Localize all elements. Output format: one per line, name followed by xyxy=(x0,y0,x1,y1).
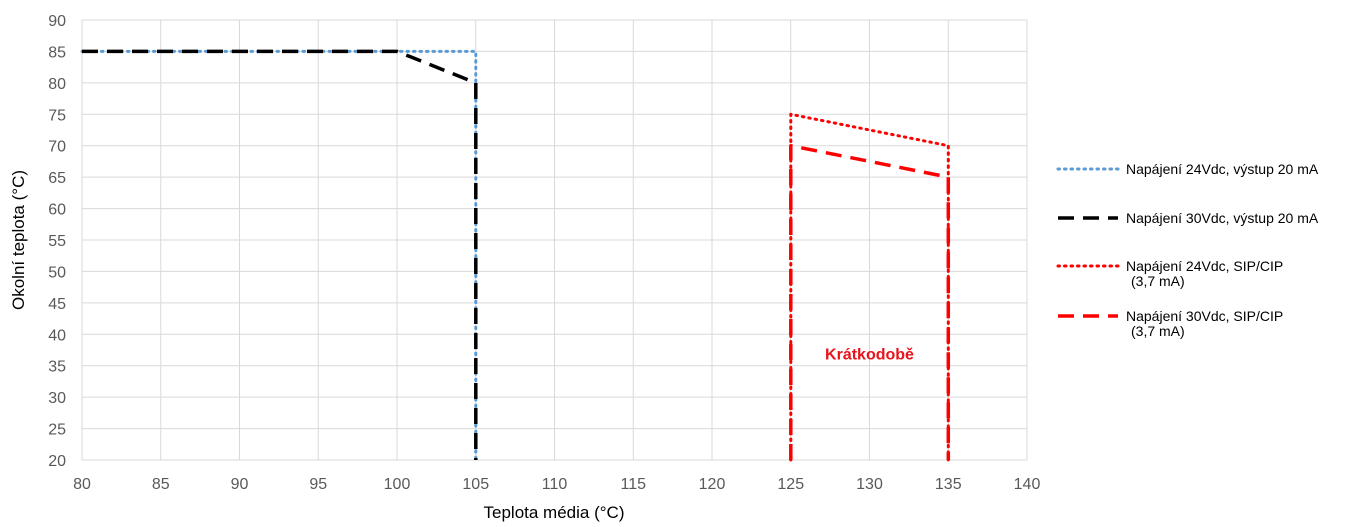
series-line-4 xyxy=(789,143,951,460)
y-tick-label: 85 xyxy=(48,44,66,61)
x-tick-label: 100 xyxy=(384,476,411,493)
legend-label: Napájení 24Vdc, SIP/CIP (3,7 mA) xyxy=(1126,258,1283,289)
x-tick-label: 85 xyxy=(152,476,170,493)
x-tick-label: 80 xyxy=(73,476,91,493)
x-tick-label: 90 xyxy=(231,476,249,493)
annotation-label: Krátkodobě xyxy=(825,346,914,363)
y-tick-label: 75 xyxy=(48,107,66,124)
y-tick-label: 25 xyxy=(48,422,66,439)
y-axis-title: Okolní teplota (°C) xyxy=(9,170,28,310)
annotations: Krátkodobě xyxy=(825,346,914,363)
x-tick-label: 120 xyxy=(699,476,726,493)
x-axis-title: Teplota média (°C) xyxy=(484,503,625,522)
y-tick-label: 30 xyxy=(48,390,66,407)
y-tick-label: 60 xyxy=(48,202,66,219)
tick-labels: 80 85 90 95 100 105 110 115 120 125 130 135 140 20 25 3… xyxy=(48,13,1040,493)
legend-entry: Napájení 24Vdc, SIP/CIP (3,7 mA) xyxy=(1056,258,1283,289)
series-line-1 xyxy=(80,49,478,462)
series-lines xyxy=(80,49,951,462)
x-tick-label: 140 xyxy=(1014,476,1041,493)
y-tick-label: 90 xyxy=(48,13,66,30)
x-tick-label: 135 xyxy=(935,476,962,493)
y-tick-label: 65 xyxy=(48,170,66,187)
gridlines xyxy=(81,19,1028,461)
x-tick-label: 110 xyxy=(542,476,568,493)
legend: Napájení 24Vdc, výstup 20 mA Napájení 30V… xyxy=(1056,161,1319,339)
legend-entry: Napájení 30Vdc, SIP/CIP (3,7 mA) xyxy=(1058,308,1283,339)
y-tick-label: 40 xyxy=(48,327,66,344)
y-tick-label: 70 xyxy=(48,139,66,156)
y-tick-label: 20 xyxy=(48,453,66,470)
legend-label: Napájení 30Vdc, SIP/CIP (3,7 mA) xyxy=(1126,308,1283,339)
legend-label: Napájení 24Vdc, výstup 20 mA xyxy=(1126,161,1319,177)
x-tick-label: 105 xyxy=(462,476,489,493)
series-line-2 xyxy=(82,49,478,460)
y-tick-label: 35 xyxy=(48,359,66,376)
y-tick-label: 55 xyxy=(48,233,66,250)
x-tick-label: 130 xyxy=(856,476,883,493)
legend-entry: Napájení 24Vdc, výstup 20 mA xyxy=(1056,161,1319,177)
x-tick-label: 125 xyxy=(777,476,804,493)
y-tick-label: 50 xyxy=(48,264,66,281)
x-tick-label: 115 xyxy=(620,476,646,493)
legend-entry: Napájení 30Vdc, výstup 20 mA xyxy=(1058,210,1319,226)
legend-label: Napájení 30Vdc, výstup 20 mA xyxy=(1126,210,1319,226)
y-tick-label: 45 xyxy=(48,296,66,313)
y-tick-label: 80 xyxy=(48,76,66,93)
x-tick-label: 95 xyxy=(309,476,327,493)
